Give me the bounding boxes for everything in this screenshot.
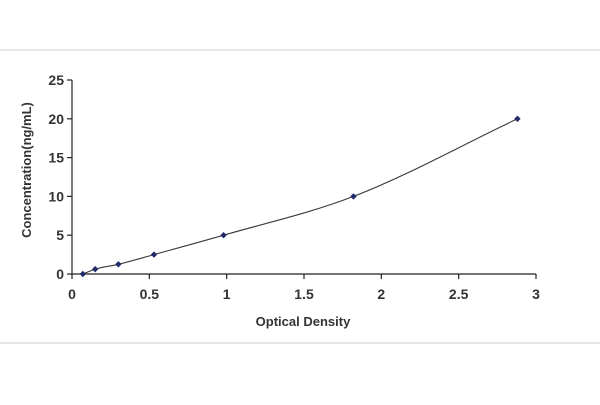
y-tick-label: 15: [48, 150, 64, 166]
data-point: [350, 193, 357, 200]
y-tick-label: 25: [48, 72, 64, 88]
points-layer: [79, 115, 521, 278]
y-tick-label: 5: [56, 227, 64, 243]
x-tick-label: 0: [68, 286, 76, 302]
x-tick-label: 1.5: [294, 286, 314, 302]
data-point: [79, 270, 87, 278]
y-axis-title: Concentration(ng/mL): [19, 102, 34, 238]
x-tick-label: 2: [377, 286, 385, 302]
y-tick-label: 10: [48, 188, 64, 204]
y-tick-label: 20: [48, 111, 64, 127]
data-point: [115, 261, 122, 268]
x-tick-label: 1: [223, 286, 231, 302]
x-tick-label: 3: [532, 286, 540, 302]
data-point: [220, 232, 227, 239]
data-point: [92, 265, 99, 273]
x-tick-label: 0.5: [140, 286, 160, 302]
data-point: [150, 251, 158, 258]
y-tick-label: 0: [56, 266, 64, 282]
fit-curve: [82, 118, 518, 275]
data-point: [514, 115, 521, 122]
x-tick-label: 2.5: [449, 286, 469, 302]
axes: 0 5 10 15 20 25 0 0.5 1 1.5 2 2.5 3: [48, 72, 540, 302]
x-axis-title: Optical Density: [256, 314, 351, 329]
curve-layer: [82, 118, 518, 275]
